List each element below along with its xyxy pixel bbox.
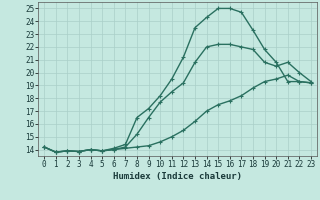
X-axis label: Humidex (Indice chaleur): Humidex (Indice chaleur) [113,172,242,181]
